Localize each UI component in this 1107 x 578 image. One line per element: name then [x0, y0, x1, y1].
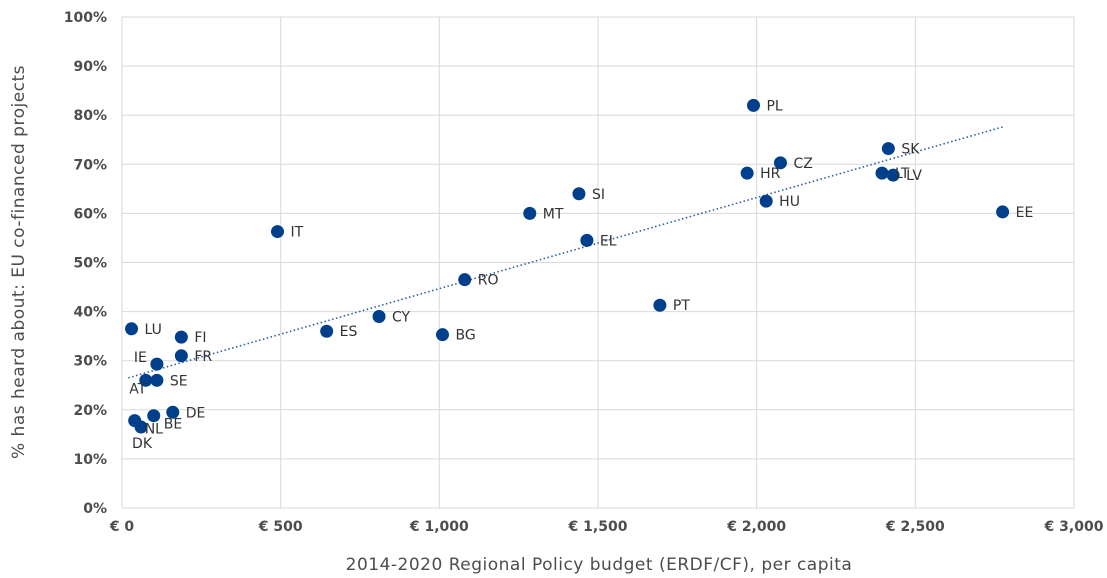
point-label-bg: BG: [456, 328, 476, 344]
point-label-pt: PT: [673, 298, 690, 314]
data-point-lv: [886, 168, 900, 182]
tick-labels: 0% 10% 20% 30% 40% 50% 60% 70% 80% 90% 100% € 0 € 50…: [64, 10, 1104, 535]
data-point-fi: [174, 330, 188, 344]
y-tick-label: 30%: [73, 354, 107, 370]
point-label-cy: CY: [392, 310, 411, 326]
data-point-de: [166, 405, 180, 419]
data-point-be: [147, 409, 161, 423]
point-label-se: SE: [170, 373, 188, 389]
data-point-se: [150, 373, 164, 387]
data-point-pl: [746, 98, 760, 112]
point-label-es: ES: [340, 324, 358, 340]
point-label-fr: FR: [194, 349, 212, 365]
point-label-pl: PL: [766, 98, 782, 114]
x-tick-label: € 2,500: [885, 519, 945, 535]
data-point-es: [320, 324, 334, 338]
data-point-mt: [523, 206, 537, 220]
point-label-cz: CZ: [793, 156, 812, 172]
data-point-lt: [875, 166, 889, 180]
data-points: [125, 98, 1010, 434]
data-point-lu: [125, 322, 139, 336]
point-label-hr: HR: [760, 166, 781, 182]
data-point-ee: [996, 205, 1010, 219]
y-tick-label: 40%: [73, 305, 107, 321]
x-tick-label: € 1,000: [409, 519, 469, 535]
x-tick-label: € 500: [258, 519, 303, 535]
y-tick-label: 100%: [64, 10, 107, 26]
data-point-cy: [372, 310, 386, 324]
point-label-ee: EE: [1016, 205, 1034, 221]
data-point-fr: [174, 349, 188, 363]
point-label-sk: SK: [901, 142, 920, 158]
y-tick-label: 20%: [73, 403, 107, 419]
y-tick-label: 60%: [73, 206, 107, 222]
point-label-mt: MT: [543, 206, 564, 222]
point-label-dk: DK: [132, 436, 153, 452]
data-point-sk: [881, 142, 895, 156]
y-tick-label: 0%: [83, 501, 107, 517]
data-point-it: [270, 225, 284, 239]
data-point-cz: [773, 156, 787, 170]
y-axis-title: % has heard about: EU co-financed projec…: [9, 65, 29, 459]
point-label-si: SI: [592, 187, 605, 203]
point-label-it: IT: [290, 225, 303, 241]
x-tick-label: € 0: [109, 519, 135, 535]
point-label-nl: NL: [145, 422, 163, 438]
point-label-de: DE: [186, 405, 206, 421]
data-point-bg: [436, 328, 450, 342]
data-point-hu: [759, 194, 773, 208]
data-point-pt: [653, 298, 667, 312]
point-label-hu: HU: [779, 194, 800, 210]
x-tick-label: € 2,000: [726, 519, 786, 535]
point-label-ie: IE: [134, 350, 147, 366]
data-point-at: [139, 373, 153, 387]
y-tick-label: 10%: [73, 452, 107, 468]
y-tick-label: 70%: [73, 157, 107, 173]
point-label-at: AT: [129, 381, 146, 397]
point-label-lt: LT: [895, 166, 910, 182]
x-tick-label: € 1,500: [568, 519, 628, 535]
y-tick-label: 90%: [73, 59, 107, 75]
x-axis-title: 2014-2020 Regional Policy budget (ERDF/C…: [346, 555, 853, 575]
point-label-el: EL: [600, 233, 617, 249]
y-tick-label: 50%: [73, 256, 107, 272]
data-point-dk: [134, 420, 148, 434]
gridlines: [121, 16, 1075, 509]
point-label-lv: LV: [906, 168, 922, 184]
point-label-lu: LU: [145, 322, 162, 338]
data-point-ro: [458, 273, 472, 287]
x-tick-label: € 3,000: [1044, 519, 1104, 535]
data-point-el: [580, 233, 594, 247]
point-label-fi: FI: [194, 330, 206, 346]
point-label-ro: RO: [478, 273, 499, 289]
data-point-si: [572, 187, 586, 201]
data-point-hr: [740, 166, 754, 180]
point-label-be: BE: [164, 417, 182, 433]
y-tick-label: 80%: [73, 108, 107, 124]
data-point-ie: [150, 357, 164, 371]
